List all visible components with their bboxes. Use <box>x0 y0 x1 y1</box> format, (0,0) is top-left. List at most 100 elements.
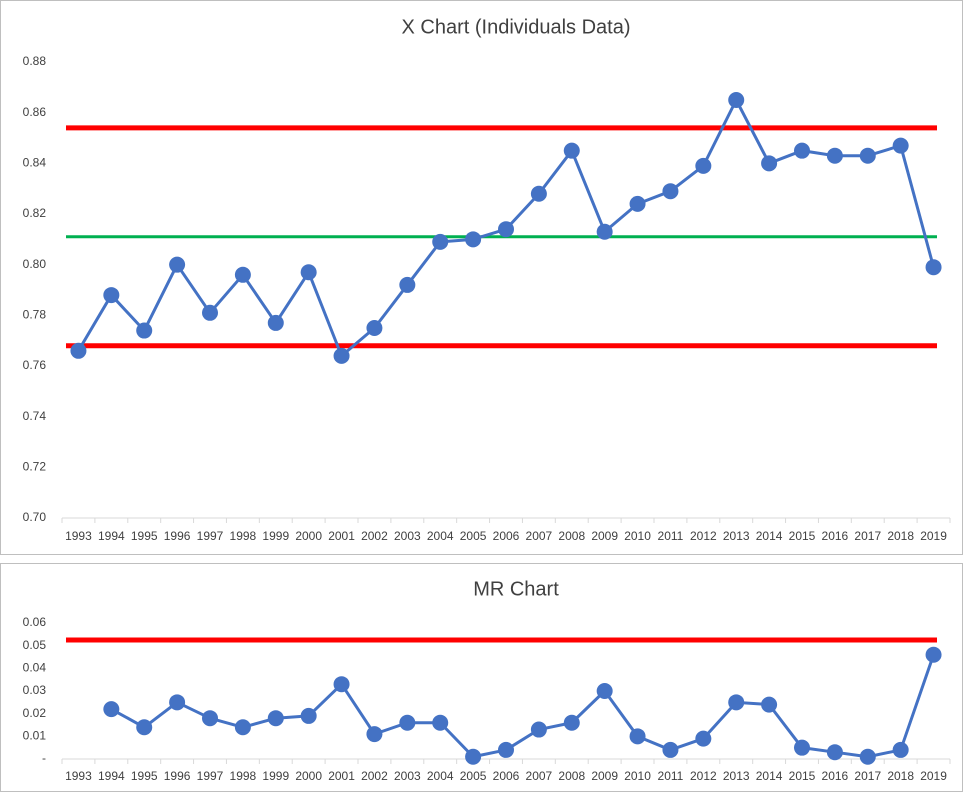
x-tick-label: 2014 <box>756 529 783 543</box>
x-tick-label: 1999 <box>262 529 289 543</box>
y-tick-label: - <box>42 751 46 765</box>
data-point <box>596 683 613 699</box>
data-point <box>70 342 87 359</box>
x-tick-label: 2018 <box>887 769 914 783</box>
y-tick-label: 0.03 <box>23 683 47 697</box>
x-tick-label: 2015 <box>789 529 816 543</box>
x-tick-label: 1993 <box>65 529 92 543</box>
x-tick-label: 1996 <box>164 529 191 543</box>
x-tick-label: 2012 <box>690 529 717 543</box>
data-point <box>826 147 843 164</box>
y-tick-label: 0.76 <box>23 358 47 372</box>
x-tick-label: 2000 <box>295 769 322 783</box>
x-tick-label: 2000 <box>295 529 322 543</box>
data-point <box>925 259 942 276</box>
x-tick-label: 1995 <box>131 529 158 543</box>
data-point <box>892 137 909 154</box>
y-tick-label: 0.82 <box>23 206 47 220</box>
x-tick-label: 1998 <box>230 529 257 543</box>
data-point <box>794 142 810 159</box>
data-point <box>432 714 449 731</box>
data-point <box>267 314 284 331</box>
x-tick-label: 2006 <box>493 529 520 543</box>
data-point <box>300 707 317 724</box>
x-tick-label: 2015 <box>789 769 816 783</box>
x-tick-label: 2007 <box>526 529 553 543</box>
x-tick-label: 2006 <box>493 769 520 783</box>
x-tick-label: 2002 <box>361 529 388 543</box>
x-tick-label: 1994 <box>98 529 125 543</box>
y-tick-label: 0.70 <box>23 510 47 524</box>
x-tick-label: 2009 <box>591 769 618 783</box>
y-tick-label: 0.84 <box>23 156 47 170</box>
x-tick-label: 2019 <box>920 529 947 543</box>
y-tick-label: 0.05 <box>23 638 47 652</box>
data-point <box>826 744 843 761</box>
data-point <box>695 730 712 747</box>
x-tick-label: 2010 <box>624 529 651 543</box>
x-tick-label: 2007 <box>526 769 553 783</box>
data-point <box>333 347 350 364</box>
data-point <box>366 726 383 743</box>
x-tick-label: 2011 <box>658 529 684 543</box>
data-point <box>498 221 514 238</box>
data-point <box>563 714 580 731</box>
data-point <box>596 223 613 240</box>
x-tick-label: 2017 <box>854 769 881 783</box>
data-point <box>728 694 745 711</box>
y-tick-label: 0.72 <box>23 460 47 474</box>
data-point <box>925 646 942 663</box>
data-point <box>399 276 416 293</box>
data-point <box>498 741 514 758</box>
data-point <box>859 147 876 164</box>
x-tick-label: 2016 <box>822 529 849 543</box>
y-tick-label: 0.06 <box>23 615 47 629</box>
x-tick-label: 2008 <box>558 529 585 543</box>
x-tick-label: 2005 <box>460 529 487 543</box>
x-tick-label: 2009 <box>591 529 618 543</box>
data-point <box>530 185 547 202</box>
x-tick-label: 2019 <box>920 769 947 783</box>
data-point <box>202 304 218 321</box>
y-tick-label: 0.74 <box>23 409 47 423</box>
x-tick-label: 1998 <box>230 769 257 783</box>
x-tick-label: 2001 <box>328 769 355 783</box>
y-tick-label: 0.04 <box>23 661 47 675</box>
data-point <box>202 710 218 727</box>
x-tick-label: 2012 <box>690 769 717 783</box>
data-point <box>333 676 350 693</box>
x-tick-label: 2013 <box>723 769 750 783</box>
y-tick-label: 0.02 <box>23 706 47 720</box>
data-point <box>136 719 153 736</box>
x-tick-label: 2008 <box>558 769 585 783</box>
y-tick-label: 0.01 <box>23 729 47 743</box>
x-tick-label: 2018 <box>887 529 914 543</box>
data-point <box>662 183 679 200</box>
data-point <box>629 195 646 212</box>
y-tick-label: 0.80 <box>23 257 47 271</box>
data-point <box>761 696 778 713</box>
x-tick-label: 2017 <box>854 529 881 543</box>
data-point <box>662 741 679 758</box>
x-tick-label: 1997 <box>197 529 224 543</box>
data-point <box>695 157 712 174</box>
data-point <box>399 714 416 731</box>
data-point <box>267 710 284 727</box>
data-point <box>169 694 186 711</box>
data-point <box>859 748 876 765</box>
x-tick-label: 2010 <box>624 769 651 783</box>
y-tick-label: 0.86 <box>23 105 47 119</box>
x-tick-label: 1994 <box>98 769 125 783</box>
data-point <box>530 721 547 738</box>
x-tick-label: 1996 <box>164 769 191 783</box>
data-point <box>794 739 810 756</box>
data-point <box>761 155 778 172</box>
x-tick-label: 2014 <box>756 769 783 783</box>
x-tick-label: 1995 <box>131 769 158 783</box>
y-tick-label: 0.78 <box>23 308 47 322</box>
data-point <box>234 719 251 736</box>
x-tick-label: 2002 <box>361 769 388 783</box>
data-point <box>629 728 646 745</box>
